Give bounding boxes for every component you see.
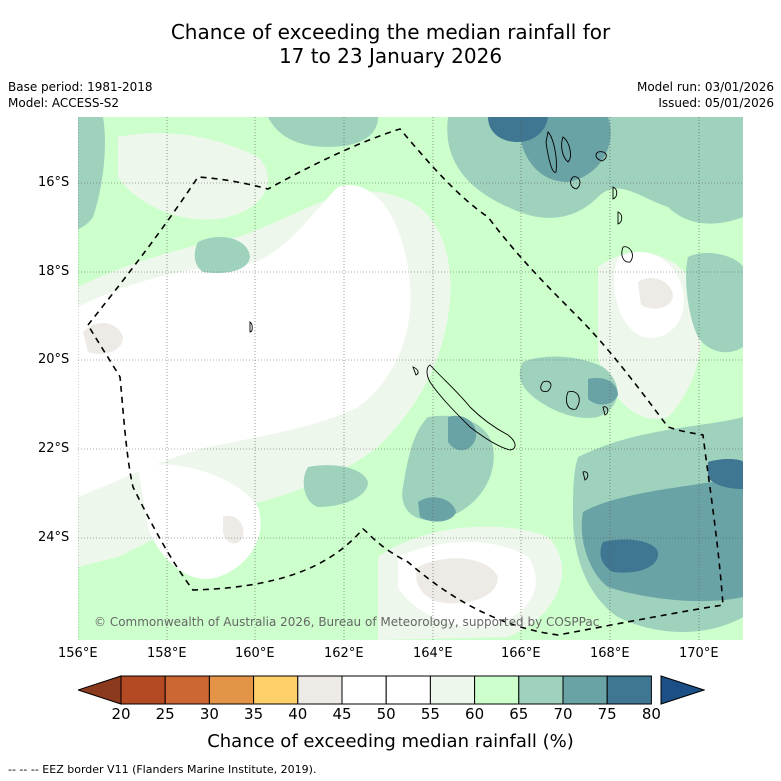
colorbar-cell [120, 675, 166, 705]
lon-tick-160e: 160°E [235, 646, 275, 661]
lon-tick-164e: 164°E [413, 646, 453, 661]
contour-45-55 [78, 185, 411, 498]
colorbar-low-arrow [78, 675, 122, 705]
colorbar-cell [518, 675, 564, 705]
map-canvas [78, 117, 743, 640]
colorbar-cell [562, 675, 608, 705]
colorbar-label: 40 [288, 705, 308, 723]
colorbar [78, 675, 705, 705]
colorbar-cell [297, 675, 343, 705]
model-name: Model: ACCESS-S2 [8, 96, 120, 110]
lat-tick-22s: 22°S [38, 441, 70, 456]
colorbar-cell [606, 675, 652, 705]
colorbar-cell [253, 675, 299, 705]
colorbar-cells [120, 675, 652, 705]
lon-tick-170e: 170°E [679, 646, 719, 661]
lon-tick-168e: 168°E [590, 646, 630, 661]
copyright-note: © Commonwealth of Australia 2026, Bureau… [94, 615, 600, 629]
lat-tick-20s: 20°S [38, 352, 70, 367]
lon-tick-156e: 156°E [58, 646, 98, 661]
colorbar-label: 35 [244, 705, 264, 723]
colorbar-label: 25 [155, 705, 175, 723]
model-run: Model run: 03/01/2026 [636, 80, 774, 94]
lat-tick-16s: 16°S [38, 175, 70, 190]
colorbar-label: 30 [199, 705, 219, 723]
colorbar-label: 75 [597, 705, 617, 723]
colorbar-label: 55 [420, 705, 440, 723]
gridlines [78, 117, 743, 640]
coastlines [249, 131, 633, 481]
base-period: Base period: 1981-2018 [8, 80, 153, 94]
colorbar-cell [341, 675, 387, 705]
contour-40-45 [83, 322, 123, 354]
contour-65-70 [78, 117, 105, 229]
lon-tick-162e: 162°E [324, 646, 364, 661]
colorbar-label: 60 [465, 705, 485, 723]
issued-date: Issued: 05/01/2026 [658, 96, 774, 110]
colorbar-high-arrow [660, 675, 705, 705]
colorbar-label: 20 [111, 705, 131, 723]
lon-tick-158e: 158°E [147, 646, 187, 661]
colorbar-cell [429, 675, 476, 705]
colorbar-label: 70 [553, 705, 573, 723]
colorbar-cell [385, 675, 431, 705]
map-title-line1: Chance of exceeding the median rainfall … [170, 20, 611, 44]
colorbar-cell [474, 675, 520, 705]
lat-tick-24s: 24°S [38, 530, 70, 545]
vanuatu-outline [545, 131, 557, 173]
rainfall-map: © Commonwealth of Australia 2026, Bureau… [78, 117, 743, 640]
contour-75-80 [488, 117, 548, 142]
colorbar-cell [164, 675, 210, 705]
colorbar-title: Chance of exceeding median rainfall (%) [207, 731, 574, 752]
lon-tick-166e: 166°E [501, 646, 541, 661]
map-title-line2: 17 to 23 January 2026 [278, 44, 503, 68]
colorbar-label: 50 [376, 705, 396, 723]
colorbar-label: 65 [509, 705, 529, 723]
colorbar-label: 80 [641, 705, 661, 723]
eez-footnote: -- -- -- EEZ border V11 (Flanders Marine… [8, 763, 317, 776]
eez-border [87, 128, 724, 636]
colorbar-label: 45 [332, 705, 352, 723]
contour-70-75 [518, 117, 611, 182]
new-caledonia-outline [426, 364, 516, 451]
lat-tick-18s: 18°S [38, 264, 70, 279]
colorbar-cell [208, 675, 255, 705]
